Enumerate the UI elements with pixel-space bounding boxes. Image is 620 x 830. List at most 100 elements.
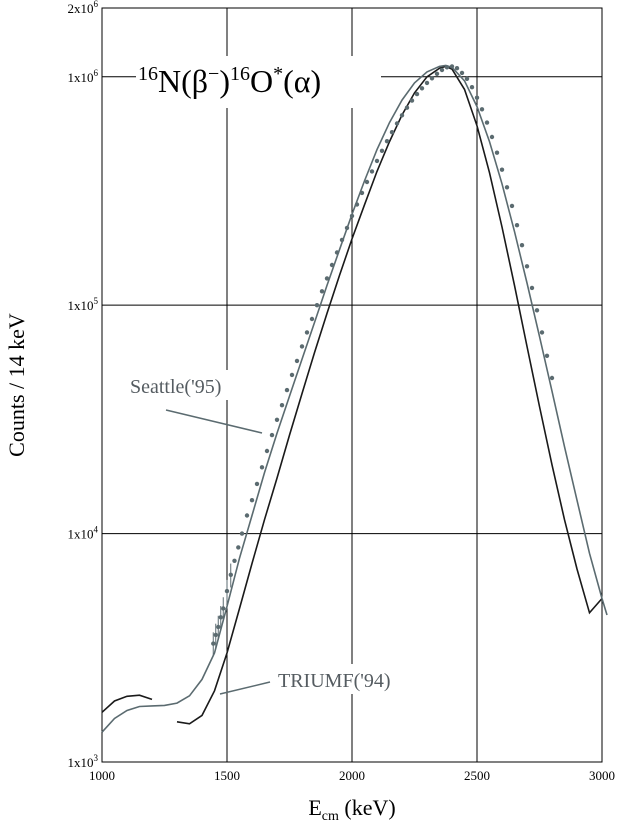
data-point bbox=[524, 264, 530, 269]
data-point bbox=[399, 113, 405, 118]
data-point bbox=[299, 344, 305, 349]
data-point bbox=[394, 121, 400, 126]
data-point bbox=[349, 213, 355, 219]
series-line-seattle bbox=[101, 64, 608, 733]
x-tick-label: 2000 bbox=[339, 768, 365, 783]
data-point bbox=[354, 202, 360, 207]
data-point bbox=[419, 86, 425, 91]
x-axis-label-main: E bbox=[308, 795, 321, 820]
title-mass-16-b: 16 bbox=[230, 63, 250, 85]
title-background bbox=[136, 56, 381, 108]
data-point bbox=[549, 375, 555, 381]
data-point bbox=[218, 615, 223, 620]
data-point bbox=[269, 432, 275, 438]
data-point bbox=[529, 285, 535, 291]
data-point bbox=[254, 481, 260, 487]
y-tick-exponent: 6 bbox=[94, 68, 99, 78]
series-layer bbox=[101, 64, 608, 733]
data-point bbox=[379, 148, 385, 153]
seattle-label-bg bbox=[126, 370, 262, 400]
seattle-leader-line bbox=[165, 409, 263, 434]
data-point bbox=[224, 588, 230, 594]
data-point bbox=[439, 67, 445, 73]
data-point bbox=[309, 316, 315, 322]
title-n-beta: N(β bbox=[158, 63, 208, 99]
data-point bbox=[479, 107, 485, 112]
plot-frame bbox=[101, 7, 603, 763]
data-point bbox=[459, 70, 465, 76]
data-point bbox=[228, 572, 233, 577]
y-tick-base: 2x10 bbox=[68, 1, 94, 16]
y-tick-exponent: 5 bbox=[94, 296, 99, 306]
data-point bbox=[232, 558, 237, 563]
data-point bbox=[499, 167, 505, 172]
annotation-triumf: TRIUMF('94) bbox=[278, 670, 391, 692]
series-line-triumf bbox=[176, 65, 603, 725]
series-line-triumf-low bbox=[101, 694, 153, 713]
data-point bbox=[216, 624, 221, 630]
data-point bbox=[304, 330, 310, 335]
x-ticks: 1000 1500 2000 2500 3000 bbox=[89, 768, 615, 783]
y-tick-label: 1x106 bbox=[68, 68, 99, 85]
annotation-seattle: Seattle('95) bbox=[130, 376, 221, 398]
data-point bbox=[389, 130, 395, 135]
x-axis-label-unit: (keV) bbox=[339, 795, 396, 820]
data-point bbox=[344, 225, 350, 231]
data-point bbox=[364, 179, 370, 185]
data-point bbox=[279, 403, 285, 408]
data-point bbox=[489, 134, 495, 140]
y-tick-exponent: 4 bbox=[94, 525, 99, 535]
data-point bbox=[464, 76, 470, 82]
data-point bbox=[284, 387, 290, 393]
title-minus: − bbox=[208, 63, 219, 85]
data-point bbox=[274, 417, 280, 422]
data-point bbox=[509, 203, 515, 209]
data-point bbox=[249, 498, 255, 503]
data-point bbox=[289, 372, 295, 378]
chart-title: 16N(β−)16O*(α) bbox=[138, 63, 321, 99]
x-tick-label: 2500 bbox=[464, 768, 490, 783]
data-point bbox=[319, 289, 325, 294]
data-point bbox=[424, 80, 430, 86]
data-point bbox=[339, 237, 345, 243]
data-point bbox=[259, 465, 265, 470]
y-tick-label: 2x106 bbox=[68, 0, 99, 16]
data-point bbox=[469, 85, 475, 90]
data-point bbox=[329, 262, 335, 268]
data-point bbox=[334, 250, 340, 255]
data-point bbox=[494, 150, 500, 155]
y-tick-base: 1x10 bbox=[68, 755, 94, 770]
y-tick-base: 1x10 bbox=[68, 298, 94, 313]
data-point bbox=[504, 185, 510, 190]
data-point bbox=[429, 76, 435, 81]
data-point bbox=[236, 545, 241, 550]
data-point bbox=[514, 223, 520, 228]
y-tick-base: 1x10 bbox=[68, 70, 94, 85]
data-point bbox=[539, 330, 545, 335]
title-close: ) bbox=[219, 63, 230, 99]
data-point bbox=[409, 98, 415, 103]
y-tick-base: 1x10 bbox=[68, 527, 94, 542]
data-point bbox=[404, 105, 410, 110]
data-point bbox=[454, 66, 460, 71]
x-axis-label: Ecm (keV) bbox=[308, 795, 395, 824]
x-tick-label: 1000 bbox=[89, 768, 115, 783]
y-tick-exponent: 3 bbox=[94, 753, 99, 763]
data-point bbox=[359, 190, 365, 196]
y-tick-label: 1x104 bbox=[68, 525, 99, 542]
title-o: O bbox=[250, 63, 273, 99]
data-point bbox=[414, 91, 420, 97]
y-tick-exponent: 6 bbox=[94, 0, 99, 9]
data-point bbox=[314, 303, 320, 308]
data-point bbox=[449, 64, 455, 69]
data-point bbox=[384, 139, 390, 144]
data-point bbox=[221, 606, 226, 611]
data-point bbox=[213, 632, 218, 638]
title-star: * bbox=[273, 63, 283, 85]
data-point bbox=[519, 243, 525, 248]
data-point bbox=[374, 158, 380, 164]
data-point bbox=[434, 71, 440, 77]
triumf-label-bg bbox=[274, 664, 440, 694]
data-point bbox=[264, 448, 270, 454]
